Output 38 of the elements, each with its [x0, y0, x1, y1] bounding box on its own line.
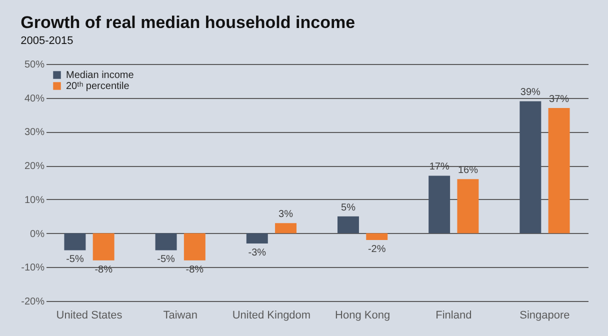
x-tick-label: Taiwan [163, 310, 198, 322]
x-tick-label: United States [56, 310, 123, 322]
data-label: -2% [368, 244, 386, 256]
data-label: -5% [66, 254, 84, 266]
chart-title: Growth of real median household income [20, 13, 356, 32]
bar [548, 108, 570, 234]
data-label: 3% [278, 209, 294, 220]
bar [246, 233, 268, 244]
bar [457, 179, 479, 234]
bar [155, 233, 177, 250]
bar [184, 233, 206, 260]
bar [92, 233, 114, 260]
x-tick-label: Singapore [520, 310, 570, 322]
y-tick-label: -10% [21, 262, 45, 274]
y-tick-label: 0% [30, 228, 45, 240]
bar [520, 101, 542, 234]
bar [428, 176, 450, 234]
chart-subtitle: 2005-2015 [20, 35, 74, 47]
y-tick-label: 10% [24, 194, 45, 206]
data-label: -3% [248, 247, 266, 258]
bar [337, 216, 359, 234]
y-tick-label: 20% [24, 161, 45, 172]
legend-label: Median income [66, 70, 134, 81]
y-tick-label: -20% [21, 296, 45, 308]
bar [366, 233, 388, 240]
data-label: 39% [520, 87, 541, 98]
legend-label: 20ᵗʰ percentile [66, 81, 130, 92]
y-tick-label: 50% [24, 60, 45, 70]
x-tick-label: United Kingdom [232, 310, 311, 322]
data-label: 16% [458, 165, 478, 176]
x-tick-label: Finland [436, 310, 472, 322]
x-tick-label: Hong Kong [335, 310, 390, 322]
y-tick-label: 30% [24, 127, 45, 138]
y-tick-label: 40% [24, 93, 45, 104]
data-label: -5% [157, 254, 176, 266]
data-label: 5% [341, 202, 356, 214]
bar [275, 223, 297, 234]
bar [64, 233, 86, 250]
